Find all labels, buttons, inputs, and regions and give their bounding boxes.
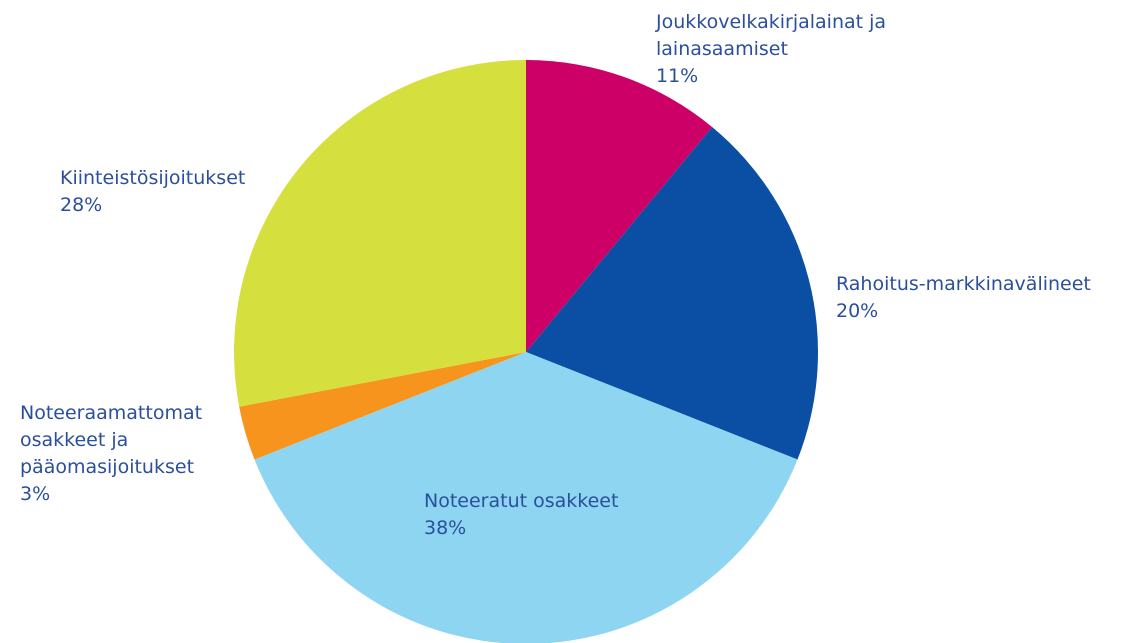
- slice-category-label: osakkeet ja: [20, 429, 128, 451]
- slice-label-1: Rahoitus-markkinavälineet 20%: [836, 273, 1091, 322]
- slice-category-label: Rahoitus-markkinavälineet: [836, 273, 1091, 295]
- pie-slice-2: [254, 352, 798, 643]
- slice-percent-label: 11%: [656, 65, 698, 87]
- slice-label-3: Noteeraamattomat osakkeet ja pääomasijoitu…: [20, 402, 202, 505]
- slice-percent-label: 28%: [60, 194, 102, 216]
- slice-category-label: Kiinteistösijoitukset: [60, 167, 245, 189]
- slice-category-label: Noteeraamattomat: [20, 402, 202, 424]
- pie-slices: [233, 60, 818, 643]
- slice-percent-label: 20%: [836, 300, 878, 322]
- slice-percent-label: 38%: [424, 517, 466, 539]
- slice-category-label: Joukkovelkakirjalainat ja: [655, 11, 886, 33]
- slice-category-label: Noteeratut osakkeet: [424, 490, 618, 512]
- slice-label-4: Kiinteistösijoitukset 28%: [60, 167, 245, 216]
- pie-slice-3: [239, 352, 527, 460]
- slice-label-2: Noteeratut osakkeet 38%: [424, 490, 618, 539]
- pie-slice-1: [526, 127, 818, 460]
- slice-category-label: pääomasijoitukset: [20, 456, 194, 478]
- slice-category-label: lainasaamiset: [656, 38, 788, 60]
- slice-percent-label: 3%: [20, 483, 50, 505]
- slice-label-0: Joukkovelkakirjalainat ja lainasaamiset 11…: [655, 11, 886, 87]
- pie-labels: Joukkovelkakirjalainat ja lainasaamiset 11…: [20, 11, 1091, 539]
- pie-slice-4: [233, 60, 527, 407]
- pie-slice-0: [526, 60, 713, 352]
